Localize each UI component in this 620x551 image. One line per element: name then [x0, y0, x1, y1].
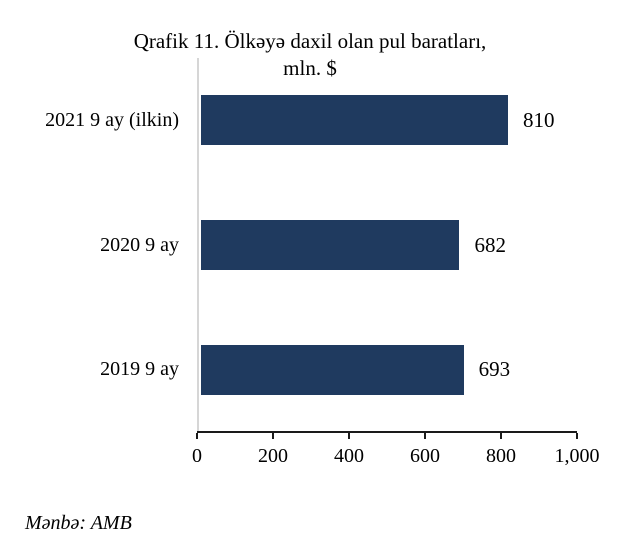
- category-label: 2021 9 ay (ilkin): [45, 108, 179, 131]
- bar-row: 810: [199, 58, 578, 183]
- value-label: 693: [478, 357, 511, 382]
- plot-area: 810 682 693: [197, 58, 578, 432]
- tick-mark: [424, 433, 426, 439]
- bar: 682: [201, 220, 506, 270]
- tick-mark: [348, 433, 350, 439]
- tick-label: 0: [192, 445, 202, 467]
- source-note: Mənbə: AMB: [25, 512, 132, 534]
- category-label: 2020 9 ay: [100, 233, 179, 256]
- bar-row: 693: [199, 307, 578, 432]
- chart-title-line1: Qrafik 11. Ölkəyə daxil olan pul baratla…: [133, 29, 487, 53]
- tick-label: 1,000: [554, 445, 600, 467]
- tick-label: 600: [410, 445, 440, 467]
- category-axis: 2021 9 ay (ilkin) 2020 9 ay 2019 9 ay: [0, 58, 191, 432]
- value-label: 682: [474, 232, 506, 257]
- tick-mark: [576, 433, 578, 439]
- chart-title: Qrafik 11. Ölkəyə daxil olan pul baratla…: [0, 28, 620, 82]
- bar-row: 682: [199, 183, 578, 308]
- bar: 810: [201, 95, 554, 146]
- bar: 693: [201, 344, 510, 395]
- value-label: 810: [522, 107, 555, 132]
- tick-label: 400: [334, 445, 364, 467]
- x-axis: 0 200 400 600 800 1,000: [192, 431, 600, 471]
- chart-title-line2: mln. $: [283, 56, 337, 80]
- tick-mark: [272, 433, 274, 439]
- tick-mark: [500, 433, 502, 439]
- tick-label: 800: [486, 445, 516, 467]
- x-axis-line: [197, 431, 577, 433]
- tick-label: 200: [258, 445, 288, 467]
- category-label: 2019 9 ay: [100, 358, 179, 381]
- tick-mark: [196, 433, 198, 439]
